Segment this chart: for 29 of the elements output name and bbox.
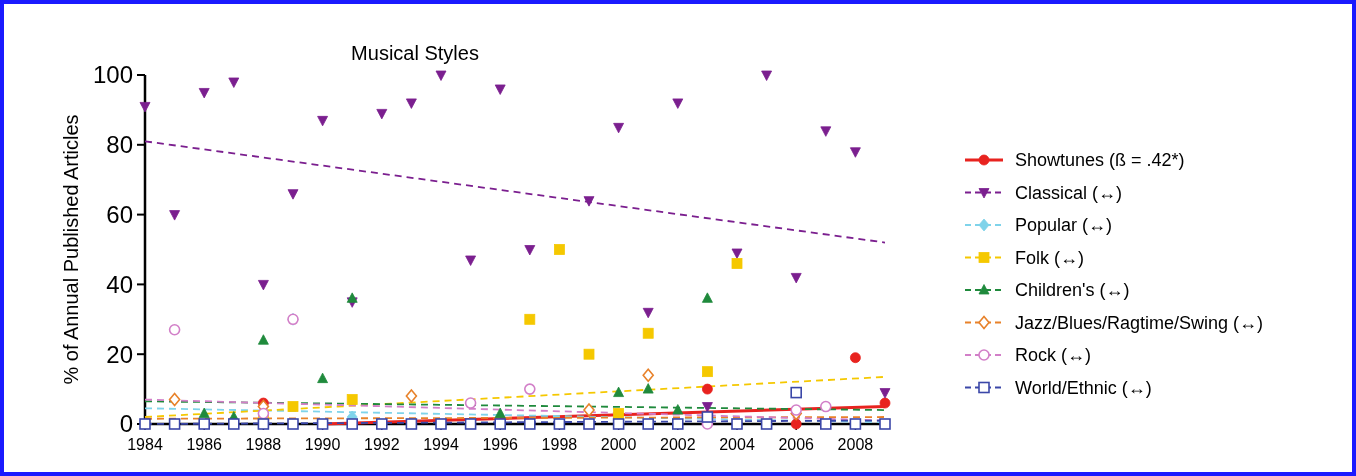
x-tick-label: 2000: [600, 436, 637, 453]
y-axis-title: % of Annual Published Articles: [60, 114, 82, 385]
x-tick-label: 1992: [364, 436, 400, 453]
x-tick-label: 2006: [778, 436, 815, 453]
x-tick-label: 2002: [660, 436, 696, 453]
legend-label: Classical (↔): [1015, 182, 1123, 203]
legend-label: World/Ethnic (↔): [1015, 377, 1152, 398]
y-tick-label: 20: [106, 340, 133, 368]
legend-label: Showtunes (ß = .42*): [1015, 150, 1185, 171]
legend-label: Children's (↔): [1015, 280, 1130, 301]
y-tick-label: 0: [119, 410, 133, 438]
x-tick-label: 2004: [719, 436, 755, 453]
y-tick-label: 60: [106, 201, 133, 228]
x-tick-label: 1996: [482, 436, 519, 453]
y-tick-label: 40: [106, 270, 133, 298]
y-tick-label: 100: [92, 61, 133, 89]
x-tick-label: 2008: [837, 436, 874, 453]
x-tick-label: 1998: [541, 436, 578, 453]
x-tick-label: 1984: [127, 436, 163, 453]
x-tick-label: 1990: [304, 436, 341, 453]
legend-label: Rock (↔): [1015, 345, 1091, 366]
x-tick-label: 1986: [186, 436, 223, 453]
legend-label: Jazz/Blues/Ragtime/Swing (↔): [1015, 312, 1264, 333]
chart-title: Musical Styles: [351, 42, 479, 64]
y-tick-label: 80: [106, 131, 133, 159]
x-tick-label: 1994: [423, 436, 459, 453]
legend-label: Folk (↔): [1015, 247, 1084, 268]
x-tick-label: 1988: [245, 436, 282, 453]
legend-label: Popular (↔): [1015, 215, 1113, 236]
